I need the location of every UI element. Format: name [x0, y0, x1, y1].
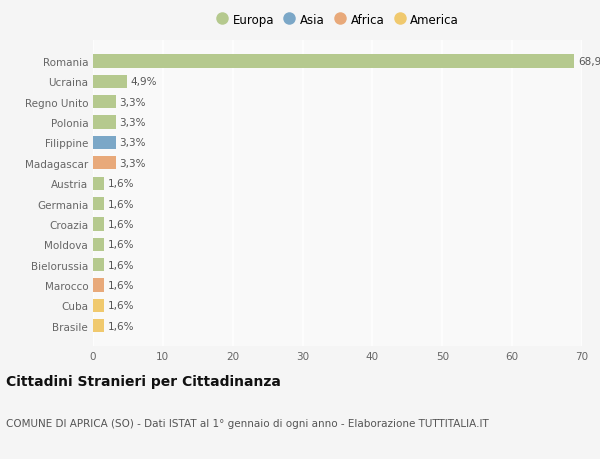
Bar	[93, 319, 104, 333]
Bar	[93, 76, 127, 89]
Text: 1,6%: 1,6%	[107, 280, 134, 291]
Bar	[93, 238, 104, 252]
Text: 3,3%: 3,3%	[119, 118, 146, 128]
Bar	[93, 279, 104, 292]
Text: 1,6%: 1,6%	[107, 301, 134, 311]
Text: 3,3%: 3,3%	[119, 138, 146, 148]
Text: 1,6%: 1,6%	[107, 219, 134, 230]
Bar	[93, 299, 104, 312]
Text: Cittadini Stranieri per Cittadinanza: Cittadini Stranieri per Cittadinanza	[6, 374, 281, 388]
Text: 4,9%: 4,9%	[131, 77, 157, 87]
Bar	[93, 157, 116, 170]
Bar	[93, 197, 104, 211]
Bar	[93, 136, 116, 150]
Text: 1,6%: 1,6%	[107, 179, 134, 189]
Bar	[93, 116, 116, 129]
Text: 1,6%: 1,6%	[107, 199, 134, 209]
Bar	[93, 218, 104, 231]
Text: 1,6%: 1,6%	[107, 240, 134, 250]
Text: 3,3%: 3,3%	[119, 158, 146, 168]
Bar	[93, 55, 574, 68]
Text: 1,6%: 1,6%	[107, 321, 134, 331]
Bar	[93, 258, 104, 272]
Bar	[93, 96, 116, 109]
Text: 68,9%: 68,9%	[578, 57, 600, 67]
Text: 3,3%: 3,3%	[119, 97, 146, 107]
Text: 1,6%: 1,6%	[107, 260, 134, 270]
Text: COMUNE DI APRICA (SO) - Dati ISTAT al 1° gennaio di ogni anno - Elaborazione TUT: COMUNE DI APRICA (SO) - Dati ISTAT al 1°…	[6, 418, 489, 428]
Bar	[93, 177, 104, 190]
Legend: Europa, Asia, Africa, America: Europa, Asia, Africa, America	[212, 11, 463, 31]
